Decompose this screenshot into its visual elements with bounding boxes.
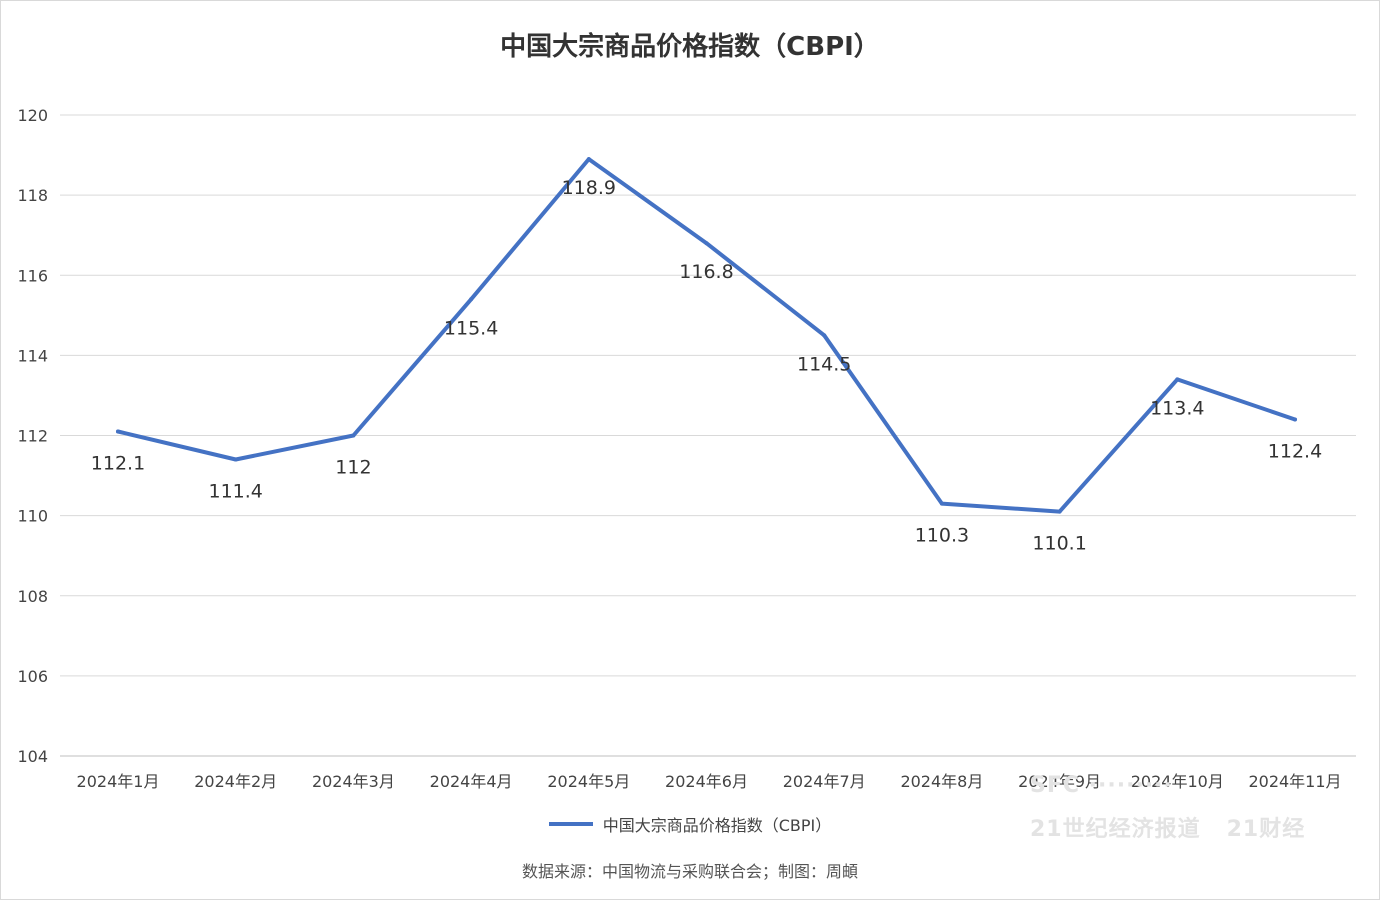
x-tick-label: 2024年11月 bbox=[1248, 772, 1341, 791]
x-tick-label: 2024年5月 bbox=[547, 772, 630, 791]
data-label: 112.4 bbox=[1268, 440, 1322, 462]
data-point bbox=[704, 241, 709, 246]
data-label: 110.1 bbox=[1032, 533, 1086, 555]
y-tick-label: 120 bbox=[17, 106, 48, 125]
y-tick-label: 108 bbox=[17, 587, 48, 606]
data-point bbox=[1057, 509, 1062, 514]
legend-swatch bbox=[548, 822, 593, 826]
data-point bbox=[351, 433, 356, 438]
data-label: 116.8 bbox=[679, 261, 733, 283]
legend: 中国大宗商品价格指数（CBPI） bbox=[0, 812, 1380, 836]
source-note: 数据来源：中国物流与采购联合会；制图：周頔 bbox=[521, 862, 858, 881]
data-label: 115.4 bbox=[444, 317, 498, 339]
data-point bbox=[586, 157, 591, 162]
data-label: 113.4 bbox=[1150, 397, 1204, 419]
x-tick-label: 2024年7月 bbox=[783, 772, 866, 791]
legend-label: 中国大宗商品价格指数（CBPI） bbox=[602, 816, 832, 835]
data-point bbox=[1293, 417, 1297, 422]
x-tick-label: 2024年3月 bbox=[312, 772, 395, 791]
x-tick-label: 2024年1月 bbox=[77, 772, 160, 791]
x-tick-label: 2024年4月 bbox=[430, 772, 513, 791]
data-label: 111.4 bbox=[208, 481, 262, 503]
data-point bbox=[116, 429, 120, 434]
data-point bbox=[939, 501, 944, 506]
chart-title: 中国大宗商品价格指数（CBPI） bbox=[500, 32, 880, 62]
y-tick-label: 112 bbox=[17, 427, 48, 446]
data-label: 112 bbox=[335, 457, 371, 479]
y-tick-label: 116 bbox=[17, 266, 48, 285]
data-point bbox=[233, 457, 238, 462]
data-label: 112.1 bbox=[91, 452, 145, 474]
x-tick-label: 2024年6月 bbox=[665, 772, 748, 791]
data-point bbox=[469, 297, 474, 302]
x-tick-label: 2024年9月 bbox=[1018, 772, 1101, 791]
x-tick-label: 2024年10月 bbox=[1131, 772, 1224, 791]
y-tick-label: 104 bbox=[17, 747, 48, 766]
data-point bbox=[822, 333, 827, 338]
series-line bbox=[116, 157, 1297, 514]
data-label: 110.3 bbox=[915, 525, 969, 547]
x-tick-label: 2024年8月 bbox=[900, 772, 983, 791]
data-label: 114.5 bbox=[797, 353, 851, 375]
data-label: 118.9 bbox=[562, 177, 616, 199]
x-tick-label: 2024年2月 bbox=[194, 772, 277, 791]
data-point bbox=[1175, 377, 1180, 382]
y-tick-label: 106 bbox=[17, 667, 48, 686]
y-tick-label: 114 bbox=[17, 346, 48, 365]
y-tick-label: 118 bbox=[17, 186, 48, 205]
y-tick-label: 110 bbox=[17, 507, 48, 526]
